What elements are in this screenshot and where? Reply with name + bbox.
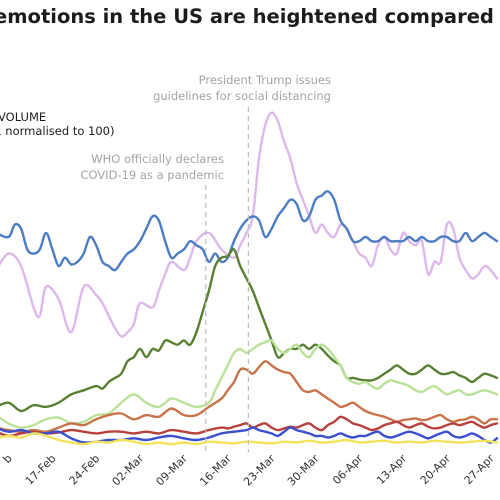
x-tick-label: 27-Apr (462, 452, 498, 488)
x-tick-label: 09-Mar (153, 452, 190, 489)
chart-title: emotions in the US are heightened compar… (0, 5, 500, 28)
y-axis-label-line-1: VOLUME (0, 110, 46, 124)
series-line-6 (0, 415, 499, 438)
x-tick-label: 17-Feb (23, 452, 59, 488)
x-tick-label: 23-Mar (241, 452, 278, 489)
annotation-2-line-2: guidelines for social distancing (153, 89, 331, 103)
annotation-1-line-1: WHO officially declares (91, 152, 224, 166)
series-line-1 (0, 111, 499, 338)
annotation-2-line-1: President Trump issues (199, 73, 331, 87)
x-tick-label: 16-Mar (197, 452, 234, 489)
series-line-2 (0, 190, 499, 272)
x-tick-label: 02-Mar (110, 452, 147, 489)
annotation-1-line-2: COVID-19 as a pandemic (80, 168, 224, 182)
x-tick-label: 24-Feb (67, 452, 103, 488)
y-axis-label-line-2: , normalised to 100) (0, 124, 114, 138)
x-tick-label: 06-Apr (330, 452, 366, 488)
x-tick-label: b (1, 452, 15, 466)
event-lines (205, 107, 249, 452)
x-tick-label: 13-Apr (374, 452, 410, 488)
x-tick-label: 30-Mar (285, 452, 322, 489)
series-line-8 (0, 432, 499, 446)
series-line-4 (0, 339, 499, 429)
x-axis-ticks: b 17-Feb 24-Feb 02-Mar 09-Mar 16-Mar 23-Mar 30-… (1, 452, 498, 489)
series-line-5 (0, 360, 499, 433)
event-annotations: WHO officially declares COVID-19 as a pan… (80, 73, 331, 182)
series-layer (0, 111, 499, 446)
x-tick-label: 20-Apr (418, 452, 454, 488)
